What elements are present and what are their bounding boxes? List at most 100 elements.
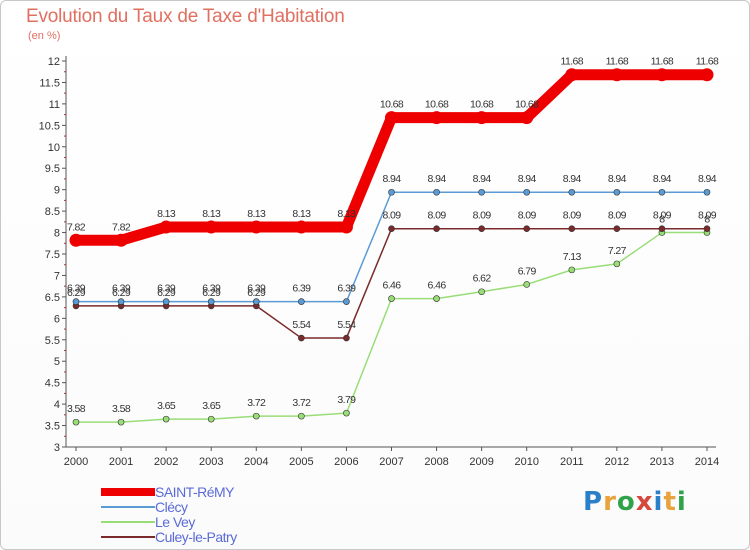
- data-label: 8: [704, 214, 710, 226]
- data-point: [520, 111, 534, 125]
- data-point: [388, 295, 395, 302]
- data-label: 8.13: [247, 208, 266, 220]
- y-tick-label: 7: [54, 270, 60, 282]
- x-tick-label: 2005: [289, 456, 313, 468]
- legend-label-clecy: Clécy: [155, 499, 188, 515]
- data-label: 11.68: [561, 56, 584, 68]
- y-tick-label: 11.5: [39, 77, 60, 89]
- data-label: 6.29: [247, 287, 266, 299]
- data-label: 10.68: [380, 99, 404, 111]
- y-tick-label: 4: [54, 399, 60, 411]
- data-label: 3.79: [337, 394, 356, 406]
- data-label: 6.39: [292, 283, 311, 295]
- data-point: [478, 225, 485, 232]
- x-tick-label: 2001: [109, 456, 133, 468]
- data-label: 6.46: [382, 280, 401, 292]
- y-tick-label: 9: [54, 185, 60, 197]
- data-label: 5.54: [337, 319, 356, 331]
- legend-swatch-le-vey: [101, 521, 155, 523]
- x-tick-label: 2007: [379, 456, 403, 468]
- data-label: 6.39: [157, 283, 176, 295]
- logo-letter: x: [635, 487, 654, 517]
- data-label: 6.29: [67, 287, 86, 299]
- data-label: 8.09: [653, 210, 672, 222]
- x-tick-label: 2014: [695, 456, 719, 468]
- data-label: 8.13: [292, 208, 311, 220]
- data-label: 6.29: [157, 287, 176, 299]
- data-label: 6.39: [112, 283, 131, 295]
- y-tick-label: 3.5: [45, 421, 60, 433]
- data-label: 6.39: [337, 283, 356, 295]
- y-tick-label: 10.5: [39, 120, 60, 132]
- data-point: [613, 225, 621, 232]
- data-label: 3.72: [292, 397, 311, 409]
- data-point: [700, 68, 714, 82]
- chart-title: Evolution du Taux de Taxe d'Habitation: [26, 6, 345, 27]
- x-tick-label: 2004: [244, 456, 268, 468]
- data-point: [610, 68, 624, 82]
- data-point: [339, 220, 353, 234]
- x-tick-label: 2006: [334, 456, 358, 468]
- data-point: [252, 298, 260, 305]
- data-label: 5.54: [292, 319, 311, 331]
- y-tick-label: 7.5: [45, 249, 60, 261]
- data-point: [69, 233, 83, 247]
- data-label: 8.09: [698, 210, 717, 222]
- data-label: 8.13: [202, 208, 221, 220]
- data-label: 6.46: [428, 280, 447, 292]
- y-tick-label: 9.5: [45, 163, 60, 175]
- y-tick-label: 11: [49, 99, 60, 111]
- data-point: [159, 220, 173, 234]
- data-point: [568, 266, 576, 274]
- data-label: 6.62: [473, 273, 492, 285]
- data-label: 6.39: [67, 283, 86, 295]
- logo-letter: P: [583, 487, 604, 517]
- data-label: 3.72: [247, 397, 266, 409]
- data-point: [658, 225, 666, 232]
- data-point: [294, 220, 308, 234]
- data-point: [207, 298, 215, 305]
- legend-swatch-clecy: [101, 506, 155, 508]
- y-tick-label: 5.5: [45, 335, 60, 347]
- data-label: 8.09: [428, 210, 447, 222]
- data-label: 8.09: [563, 210, 582, 222]
- legend-label-le-vey: Le Vey: [155, 514, 195, 530]
- data-label: 6.29: [202, 287, 221, 299]
- data-point: [475, 111, 489, 125]
- data-label: 6.29: [112, 287, 131, 299]
- data-point: [568, 188, 576, 196]
- data-point: [343, 334, 350, 342]
- data-label: 8.94: [518, 173, 537, 185]
- data-label: 8.94: [608, 173, 627, 185]
- data-point: [162, 415, 170, 423]
- data-label: 8.09: [608, 210, 627, 222]
- data-point: [658, 188, 666, 196]
- data-point: [207, 415, 215, 423]
- data-point: [252, 412, 260, 420]
- y-tick-label: 12: [48, 56, 60, 68]
- data-point: [388, 188, 395, 196]
- data-point: [523, 225, 531, 232]
- data-label: 11.68: [606, 56, 629, 68]
- chart-subtitle: (en %): [28, 30, 61, 42]
- data-label: 8.09: [518, 210, 537, 222]
- data-point: [249, 220, 263, 234]
- x-tick-label: 2008: [424, 456, 448, 468]
- data-label: 7.13: [563, 251, 582, 263]
- data-point: [478, 288, 485, 296]
- data-label: 6.39: [202, 283, 221, 295]
- x-tick-label: 2013: [650, 456, 674, 468]
- x-tick-label: 2002: [154, 456, 178, 468]
- data-label: 6.79: [518, 265, 537, 277]
- data-label: 8.13: [157, 208, 176, 220]
- data-label: 7.82: [67, 221, 86, 233]
- data-point: [117, 298, 125, 305]
- data-label: 8.09: [382, 210, 401, 222]
- data-label: 10.68: [425, 99, 449, 111]
- data-point: [72, 298, 80, 305]
- data-point: [703, 188, 711, 196]
- data-label: 6.39: [247, 283, 266, 295]
- y-tick-label: 3: [54, 442, 60, 454]
